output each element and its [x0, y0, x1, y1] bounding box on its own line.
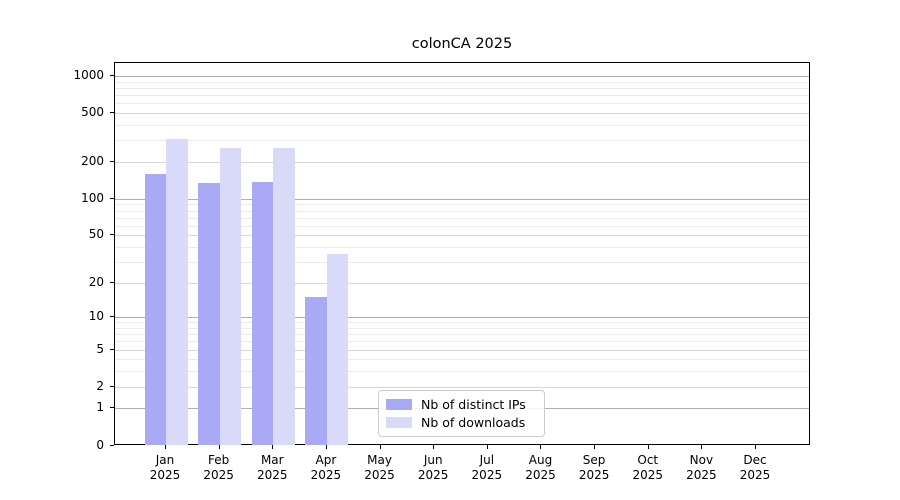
x-tick-mark: [755, 445, 757, 449]
legend-label-downloads: Nb of downloads: [421, 415, 526, 430]
legend-item-distinct-ips: Nb of distinct IPs: [386, 397, 534, 412]
x-tick-label: Dec 2025: [739, 453, 771, 482]
y-tick-label: 100: [81, 190, 104, 205]
legend-swatch-downloads: [386, 417, 412, 428]
bar-downloads: [273, 147, 295, 445]
gridline: [115, 386, 809, 388]
legend: Nb of distinct IPs Nb of downloads: [378, 390, 545, 437]
chart-title: colonCA 2025: [411, 36, 513, 52]
gridline: [115, 322, 809, 324]
gridline: [115, 124, 809, 126]
gridline: [115, 282, 809, 284]
legend-item-downloads: Nb of downloads: [386, 415, 534, 430]
gridline: [115, 359, 809, 361]
gridline: [115, 87, 809, 89]
y-tick-label: 1: [96, 400, 104, 415]
y-tick-label: 20: [88, 274, 104, 289]
gridline: [115, 371, 809, 373]
x-tick-label: Nov 2025: [686, 453, 717, 482]
x-tick-mark: [486, 445, 488, 449]
x-tick-label: Jun 2025: [417, 453, 449, 482]
y-tick-mark: [110, 160, 114, 162]
y-tick-mark: [110, 197, 114, 199]
bar-distinct-ips: [251, 181, 274, 445]
gridline: [115, 334, 809, 336]
x-tick-mark: [379, 445, 381, 449]
x-tick-mark: [272, 445, 274, 449]
x-tick-mark: [165, 445, 166, 449]
x-tick-label: Apr 2025: [310, 453, 342, 482]
x-tick-label: Jan 2025: [149, 453, 181, 482]
gridline: [115, 349, 809, 351]
x-tick-label: Jul 2025: [471, 453, 503, 482]
gridline: [115, 198, 809, 200]
y-tick-label: 1000: [73, 68, 104, 83]
gridline: [115, 328, 809, 329]
y-tick-mark: [110, 385, 114, 387]
gridline: [115, 103, 809, 105]
x-tick-label: Aug 2025: [525, 453, 556, 482]
gridline: [115, 76, 809, 78]
bar-distinct-ips: [305, 297, 327, 445]
gridline: [115, 261, 809, 263]
bar-downloads: [219, 147, 242, 445]
x-tick-mark: [594, 445, 596, 449]
gridline: [115, 204, 809, 206]
y-tick-label: 5: [96, 341, 104, 356]
x-tick-label: Mar 2025: [256, 453, 288, 482]
bar-downloads: [166, 139, 188, 445]
x-tick-mark: [701, 445, 703, 449]
legend-swatch-distinct-ips: [386, 399, 412, 410]
gridline: [115, 246, 809, 248]
x-tick-label: Sep 2025: [578, 453, 610, 482]
x-tick-mark: [540, 445, 542, 449]
gridline: [115, 140, 809, 142]
y-tick-mark: [110, 281, 114, 283]
y-tick-label: 500: [81, 105, 104, 120]
y-tick-mark: [110, 75, 114, 77]
x-tick-label: Oct 2025: [632, 453, 664, 482]
gridline: [115, 317, 809, 319]
y-tick-label: 0: [96, 437, 104, 452]
y-tick-mark: [110, 112, 114, 114]
gridline: [115, 217, 809, 219]
y-tick-mark: [110, 234, 114, 236]
gridline: [115, 235, 809, 237]
x-tick-mark: [325, 445, 327, 449]
y-tick-label: 2: [96, 378, 104, 393]
gridline: [115, 81, 809, 83]
x-tick-mark: [647, 445, 649, 449]
gridline: [115, 341, 809, 343]
y-tick-label: 50: [88, 227, 104, 242]
y-tick-mark: [110, 444, 114, 446]
legend-label-distinct-ips: Nb of distinct IPs: [421, 397, 526, 412]
y-tick-label: 10: [88, 309, 104, 324]
y-tick-mark: [110, 316, 114, 318]
bar-downloads: [326, 253, 349, 445]
gridline: [115, 161, 809, 163]
bar-distinct-ips: [198, 183, 220, 445]
gridline: [115, 113, 809, 115]
x-tick-mark: [433, 445, 435, 449]
y-tick-mark: [110, 348, 114, 350]
y-tick-label: 200: [81, 153, 104, 168]
gridline: [115, 210, 809, 212]
gridline: [115, 95, 809, 97]
plot-area: [114, 62, 810, 445]
x-tick-label: May 2025: [364, 453, 395, 482]
gridline: [115, 225, 809, 227]
x-tick-mark: [218, 445, 220, 449]
y-tick-mark: [110, 407, 114, 409]
x-tick-label: Feb 2025: [203, 453, 234, 482]
bar-distinct-ips: [144, 173, 166, 445]
